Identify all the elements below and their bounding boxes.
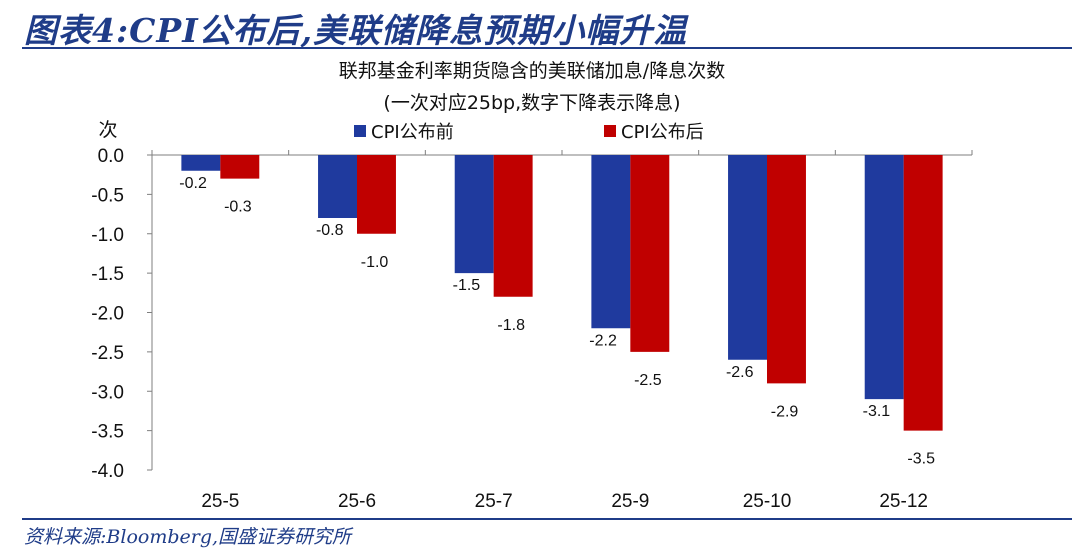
data-label: -1.5 [453,277,481,294]
bar-cpi-after-25-7 [493,155,533,297]
bar-cpi-before-25-6 [318,155,357,218]
legend-swatch-cpi-after [604,125,616,137]
y-tick-label: -1.0 [91,225,124,246]
data-label: -0.3 [224,199,252,216]
data-label: -0.2 [179,175,207,192]
data-label: -3.5 [907,451,935,468]
bar-cpi-before-25-7 [454,155,494,274]
bar-cpi-after-25-10 [767,155,806,384]
legend-label-cpi-before: CPI公布前 [371,122,454,143]
legend: CPI公布前 CPI公布后 [354,122,704,143]
data-label: -2.6 [726,364,754,381]
bar-cpi-before-25-9 [591,155,631,329]
bar-cpi-before-25-5 [181,155,221,171]
bar-cpi-after-25-12 [903,155,943,431]
data-labels: -0.2 -0.3 -0.8 -1.0 -1.5 -1.8 -2.2 -2.5 -2.6 -2.9… [179,175,935,468]
x-tick-label: 25-7 [475,491,513,512]
chart-title: 联邦基金利率期货隐含的美联储加息/降息次数 [339,60,725,82]
source-note: 资料来源:Bloomberg,国盛证券研究所 [24,526,352,548]
y-tick-label: 0.0 [98,146,124,167]
data-label: -3.1 [863,403,891,420]
legend-label-cpi-after: CPI公布后 [621,122,704,143]
x-tick-label: 25-10 [743,491,792,512]
y-tick-label: -4.0 [91,461,124,482]
bar-cpi-after-25-9 [630,155,670,352]
y-tick-label: -0.5 [91,185,124,206]
report-header: 图表4:CPI公布后,美联储降息预期小幅升温 [0,0,1080,54]
bar-chart: 联邦基金利率期货隐含的美联储加息/降息次数 (一次对应25bp,数字下降表示降息… [91,60,973,512]
bar-cpi-before-25-12 [864,155,904,400]
footer-divider [22,518,1072,520]
data-label: -0.8 [316,222,344,239]
data-label: -2.5 [634,372,662,389]
data-label: -1.8 [497,317,525,334]
bar-cpi-after-25-6 [357,155,396,234]
y-tick-label: -3.5 [91,422,124,443]
y-axis-label: 次 [98,119,117,141]
x-tick-label: 25-12 [879,491,928,512]
y-tick-label: -2.0 [91,304,124,325]
data-label: -2.9 [771,403,799,420]
y-axis: 0.0 -0.5 -1.0 -1.5 -2.0 -2.5 -3.0 -3.5 -4.0 [91,146,153,482]
x-tick-label: 25-6 [338,491,376,512]
data-label: -1.0 [361,254,389,271]
x-tick-label: 25-5 [201,491,239,512]
figure-title: 图表4:CPI公布后,美联储降息预期小幅升温 [24,11,688,50]
header-divider [22,47,1072,49]
bar-series [181,155,943,431]
y-tick-label: -1.5 [91,264,124,285]
bar-cpi-before-25-10 [728,155,767,360]
x-tick-label: 25-9 [611,491,649,512]
chart-subtitle: (一次对应25bp,数字下降表示降息) [383,92,680,114]
y-tick-label: -3.0 [91,382,124,403]
y-tick-label: -2.5 [91,343,124,364]
data-label: -2.2 [589,332,617,349]
x-axis: 25-5 25-6 25-7 25-9 25-10 25-12 [151,150,973,512]
bar-cpi-after-25-5 [220,155,260,179]
legend-swatch-cpi-before [354,125,366,137]
